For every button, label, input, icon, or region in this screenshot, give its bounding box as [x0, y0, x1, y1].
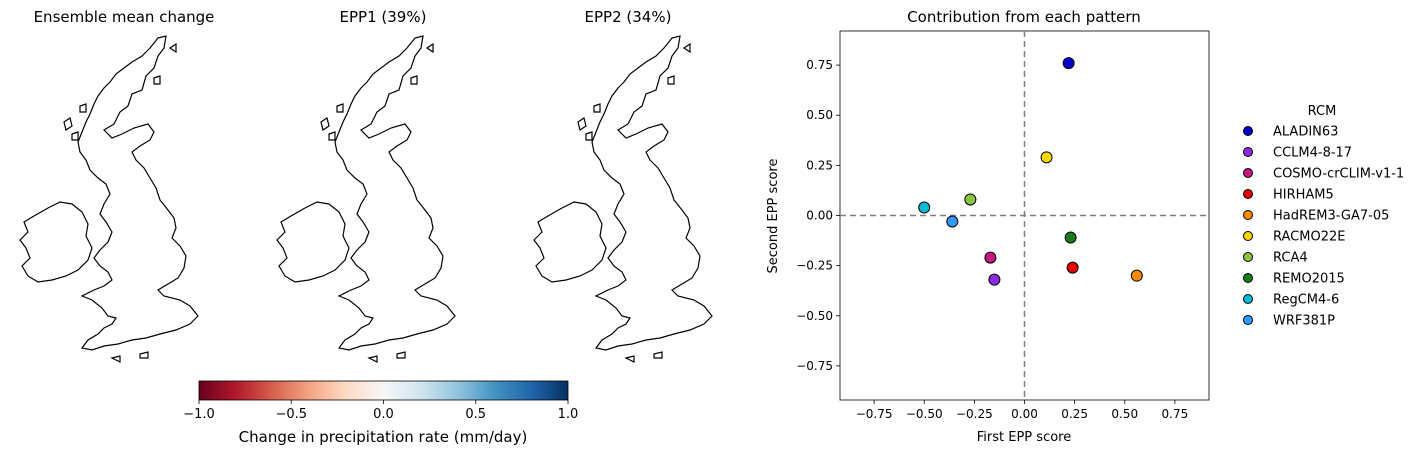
x-axis-ticks: −0.75 −0.50 −0.25 0.00 0.25 0.50 0.75 — [856, 400, 1189, 421]
coastline — [533, 35, 713, 363]
legend-item: CCLM4-8-17 — [1243, 146, 1352, 161]
legend-marker — [1243, 252, 1253, 262]
legend-marker — [1243, 315, 1253, 325]
legend-label: ALADIN63 — [1273, 125, 1338, 140]
legend-label: CCLM4-8-17 — [1273, 146, 1352, 161]
legend-item: RCA4 — [1243, 251, 1308, 266]
legend-marker — [1243, 147, 1253, 157]
legend-item: HIRHAM5 — [1243, 188, 1334, 203]
x-tick-label: −0.75 — [856, 407, 893, 421]
scatter-chart: Contribution from each pattern −0.75 −0.5… — [766, 8, 1210, 445]
y-tick-label: 0.50 — [806, 108, 833, 122]
x-tick-label: 0.75 — [1162, 407, 1189, 421]
coastline — [19, 35, 199, 363]
legend-item: REMO2015 — [1243, 272, 1345, 287]
point-remo2015 — [1064, 231, 1077, 244]
data-points — [918, 57, 1143, 286]
x-tick-label: −0.25 — [956, 407, 993, 421]
y-tick-label: −0.75 — [796, 359, 833, 373]
legend-item: RACMO22E — [1243, 230, 1345, 245]
colorbar-tick-label: 0.5 — [465, 407, 486, 422]
legend-label: REMO2015 — [1273, 272, 1345, 287]
legend-item: RegCM4-6 — [1243, 293, 1339, 308]
map-panel-epp1: EPP1 (39%) — [276, 8, 456, 363]
colorbar-tick-label: 1.0 — [558, 407, 579, 422]
map-title: EPP2 (34%) — [585, 8, 672, 26]
legend-item: WRF381P — [1243, 314, 1335, 329]
legend-marker — [1243, 231, 1253, 241]
point-aladin63 — [1062, 57, 1075, 70]
legend-label: RegCM4-6 — [1273, 293, 1339, 308]
coastline — [276, 35, 456, 363]
x-axis-label: First EPP score — [977, 430, 1071, 445]
legend-marker — [1243, 210, 1253, 220]
legend-label: WRF381P — [1273, 314, 1335, 329]
colorbar-gradient — [198, 380, 569, 401]
x-tick-label: 0.25 — [1061, 407, 1088, 421]
legend-item: ALADIN63 — [1243, 125, 1338, 140]
y-tick-label: −0.50 — [796, 309, 833, 323]
legend-label: HadREM3-GA7-05 — [1273, 209, 1389, 224]
y-tick-label: −0.25 — [796, 259, 833, 273]
colorbar-tick-label: 0.0 — [373, 407, 394, 422]
y-tick-label: 0.25 — [806, 158, 833, 172]
point-cosmo-crclim-v1-1 — [984, 251, 997, 264]
colorbar-ticks: −1.0 −0.5 0.0 0.5 1.0 — [183, 400, 578, 422]
point-wrf381p — [946, 215, 959, 228]
x-tick-label: 0.00 — [1011, 407, 1038, 421]
legend-title: RCM — [1308, 104, 1337, 119]
legend-label: HIRHAM5 — [1273, 188, 1334, 203]
point-hirham5 — [1066, 261, 1079, 274]
map-field — [20, 36, 198, 362]
map-title: Ensemble mean change — [34, 8, 215, 26]
legend-label: RCA4 — [1273, 251, 1308, 266]
colorbar-tick-label: −1.0 — [183, 407, 215, 422]
legend-item: HadREM3-GA7-05 — [1243, 209, 1389, 224]
map-field — [534, 36, 712, 362]
colorbar: −1.0 −0.5 0.0 0.5 1.0 Change in precipitatio… — [183, 380, 578, 446]
legend-marker — [1243, 189, 1253, 199]
point-regcm4-6 — [918, 201, 931, 214]
point-cclm4-8-17 — [988, 273, 1001, 286]
map-panel-epp2: EPP2 (34%) — [533, 8, 713, 363]
y-tick-label: 0.00 — [806, 209, 833, 223]
reference-lines — [840, 31, 1209, 400]
colorbar-label: Change in precipitation rate (mm/day) — [239, 428, 528, 446]
legend-marker — [1243, 294, 1253, 304]
map-title: EPP1 (39%) — [340, 8, 427, 26]
x-tick-label: 0.50 — [1111, 407, 1138, 421]
point-hadrem3-ga7-05 — [1130, 269, 1143, 282]
legend-marker — [1243, 168, 1253, 178]
y-tick-label: 0.75 — [806, 58, 833, 72]
y-axis-label: Second EPP score — [766, 159, 781, 274]
legend-marker — [1243, 126, 1253, 136]
chart-title: Contribution from each pattern — [907, 8, 1141, 26]
map-field — [277, 36, 455, 362]
legend-label: RACMO22E — [1273, 230, 1345, 245]
x-tick-label: −0.50 — [906, 407, 943, 421]
colorbar-tick-label: −0.5 — [275, 407, 307, 422]
legend: RCM ALADIN63 CCLM4-8-17 COSMO-crCLIM-v1-1 H… — [1243, 104, 1404, 329]
point-racmo22e — [1040, 151, 1053, 164]
map-panels: Ensemble mean change EPP1 (39%) EPP2 (34%) — [19, 8, 713, 363]
y-axis-ticks: −0.75 −0.50 −0.25 0.00 0.25 0.50 0.75 — [796, 58, 840, 373]
legend-marker — [1243, 273, 1253, 283]
legend-item: COSMO-crCLIM-v1-1 — [1243, 167, 1404, 182]
point-rca4 — [964, 193, 977, 206]
map-panel-mean: Ensemble mean change — [19, 8, 215, 363]
legend-items: ALADIN63 CCLM4-8-17 COSMO-crCLIM-v1-1 HIRHA… — [1243, 125, 1404, 329]
legend-label: COSMO-crCLIM-v1-1 — [1273, 167, 1404, 182]
